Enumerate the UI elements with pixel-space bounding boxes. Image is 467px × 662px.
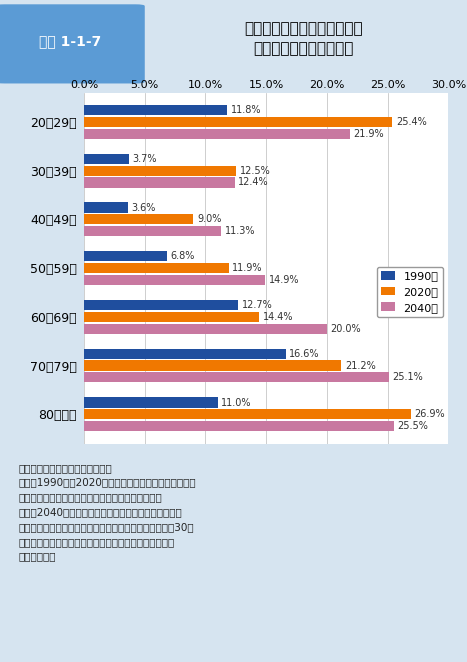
Text: 14.4%: 14.4% [262,312,293,322]
Bar [84,361,341,371]
Text: 11.9%: 11.9% [232,263,263,273]
Bar [84,128,350,139]
Text: 21.2%: 21.2% [345,361,376,371]
Text: 11.0%: 11.0% [221,397,252,408]
Bar [84,166,236,175]
Legend: 1990年, 2020年, 2040年: 1990年, 2020年, 2040年 [377,267,443,317]
FancyBboxPatch shape [0,4,145,83]
Bar [84,105,227,115]
Bar [84,154,129,164]
Bar [84,312,259,322]
Bar [84,409,410,420]
Text: 11.3%: 11.3% [225,226,255,236]
Bar [84,324,327,334]
Text: 12.5%: 12.5% [240,166,270,175]
Text: 25.5%: 25.5% [397,421,428,431]
Text: 図表 1-1-7: 図表 1-1-7 [39,34,101,48]
Text: 25.1%: 25.1% [392,372,423,383]
Text: 12.4%: 12.4% [238,177,269,187]
Text: 6.8%: 6.8% [170,252,195,261]
Text: 11.8%: 11.8% [231,105,262,115]
Text: 3.7%: 3.7% [133,154,157,164]
Bar [84,397,218,408]
Bar [84,226,221,236]
Text: 資料：総務省統計局「国勢調査」
　　　1990年、2020年の人口は総務省統計局「国勢調
　　　査」の単独世帯数を人口総数で除したもの。
　　　2040年推計値: 資料：総務省統計局「国勢調査」 1990年、2020年の人口は総務省統計局「国勢… [18,463,196,561]
Bar [84,117,392,127]
Text: 20.0%: 20.0% [331,324,361,334]
Text: 26.9%: 26.9% [414,409,445,419]
Text: 25.4%: 25.4% [396,117,427,127]
Bar [84,275,265,285]
Bar [84,177,234,187]
Text: 14.9%: 14.9% [269,275,299,285]
Bar [84,203,128,213]
Text: 21.9%: 21.9% [354,128,384,139]
Bar [84,251,167,261]
Bar [84,349,286,359]
Text: 9.0%: 9.0% [197,214,221,224]
Text: 12.7%: 12.7% [242,300,273,310]
Bar [84,214,193,224]
Text: 年齢階級別人口に占める単独
世帯者数の割合（女性）: 年齢階級別人口に占める単独 世帯者数の割合（女性） [244,21,363,56]
Text: 16.6%: 16.6% [289,349,320,359]
Bar [84,421,394,431]
Text: 3.6%: 3.6% [131,203,156,213]
Bar [84,300,238,310]
Bar [84,372,389,383]
Bar [84,263,228,273]
